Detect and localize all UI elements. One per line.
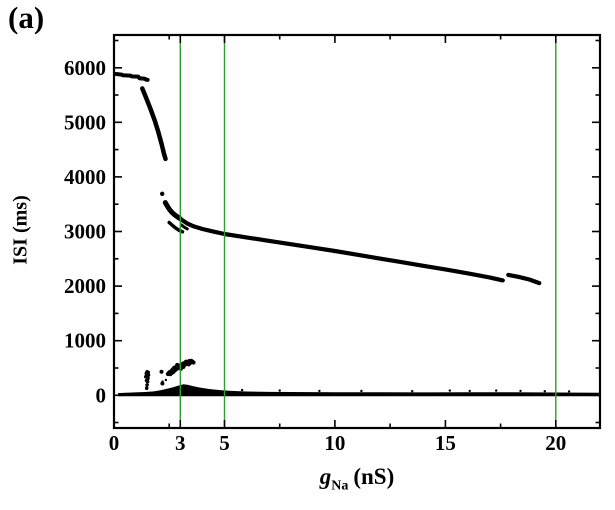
svg-text:5000: 5000 — [64, 110, 106, 134]
svg-text:3000: 3000 — [64, 220, 106, 244]
svg-text:3: 3 — [175, 431, 186, 455]
data-series — [114, 72, 600, 397]
series-steep-branch — [140, 86, 168, 162]
svg-text:0: 0 — [109, 431, 120, 455]
axis-ticks — [113, 35, 600, 428]
series-mid-stub — [179, 223, 189, 231]
svg-text:15: 15 — [435, 431, 456, 455]
panel-label: (a) — [8, 0, 45, 35]
plot-frame — [112, 33, 602, 430]
series-mid-cluster — [162, 200, 183, 222]
svg-text:1000: 1000 — [64, 329, 106, 353]
x-axis-unit: (nS) — [353, 464, 395, 489]
series-stray-dots — [159, 369, 165, 386]
series-upper-band — [114, 72, 150, 82]
svg-text:5: 5 — [219, 431, 230, 455]
svg-text:6000: 6000 — [64, 56, 106, 80]
x-axis-title: gNa (nS) — [320, 464, 395, 495]
series-end-segment — [506, 272, 542, 286]
series-low-spike — [144, 370, 151, 391]
series-low-band — [118, 384, 600, 397]
x-tick-labels: 0 3 5 10 15 20 — [109, 431, 567, 455]
y-tick-labels: 0 1000 2000 3000 4000 5000 6000 — [64, 56, 107, 407]
series-band-specks — [161, 378, 571, 393]
series-isolated-dot — [160, 191, 165, 196]
svg-text:20: 20 — [545, 431, 566, 455]
svg-text:2000: 2000 — [64, 274, 106, 298]
x-axis-symbol: g — [319, 464, 332, 489]
svg-text:10: 10 — [324, 431, 345, 455]
reference-vlines — [179, 35, 557, 428]
series-low-cluster-blob — [165, 358, 196, 377]
svg-text:4000: 4000 — [64, 165, 106, 189]
series-main-branch — [178, 216, 505, 283]
x-axis-subscript: Na — [331, 478, 349, 494]
svg-text:0: 0 — [96, 383, 107, 407]
